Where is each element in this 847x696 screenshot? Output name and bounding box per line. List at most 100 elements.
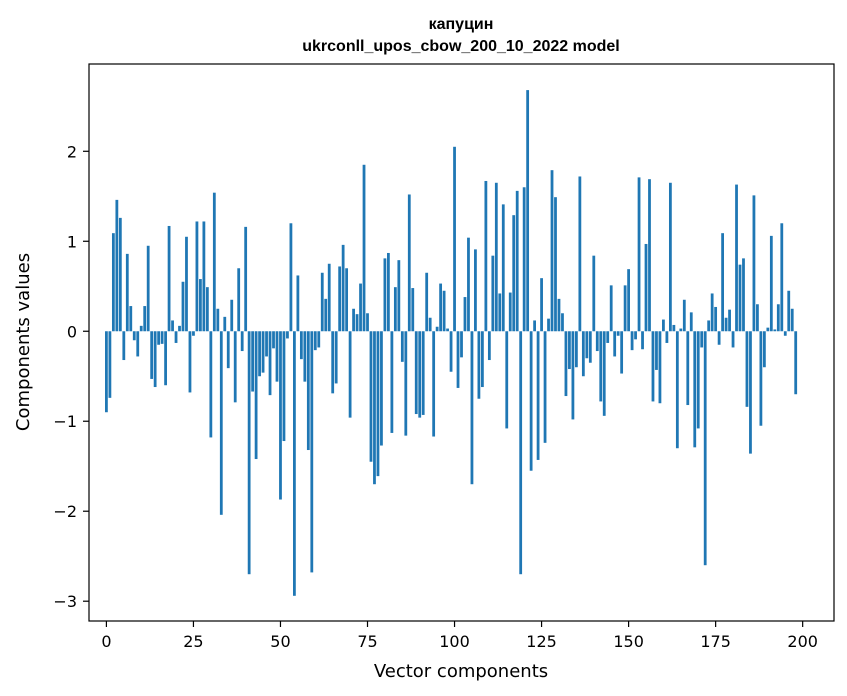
bar-24 [188,331,192,393]
bar-series [105,90,798,596]
bar-196 [787,290,791,332]
bar-78 [376,331,380,477]
bar-173 [707,320,711,332]
bar-125 [540,278,543,332]
bar-167 [686,331,690,406]
bar-16 [160,331,164,344]
bar-36 [230,299,234,332]
bar-194 [780,223,784,332]
bar-128 [550,170,554,332]
x-tick-label: 200 [787,632,818,651]
bar-120 [522,187,526,332]
bar-152 [634,331,637,340]
bar-105 [470,331,474,485]
bar-104 [467,237,470,332]
bar-54 [293,331,296,596]
bar-37 [233,331,237,403]
bar-20 [174,331,178,343]
bar-29 [205,287,209,332]
bar-144 [606,331,610,343]
bar-150 [627,269,630,332]
bar-160 [662,319,665,332]
bar-77 [373,331,376,485]
bar-39 [240,331,244,352]
bar-189 [762,331,766,368]
bar-111 [491,255,495,332]
bar-109 [484,180,488,332]
bar-130 [557,298,561,332]
bar-190 [766,327,770,332]
x-tick-label: 125 [526,632,557,651]
bar-85 [400,331,404,362]
bar-100 [453,146,456,332]
bar-158 [655,331,658,370]
bar-165 [679,328,683,332]
bar-55 [296,275,300,332]
plot-frame [88,63,835,622]
bar-127 [547,318,550,332]
bar-68 [341,244,345,332]
bar-146 [613,331,617,357]
bar-9 [136,331,140,357]
bar-1 [108,331,112,398]
bar-80 [383,258,387,332]
y-tick-label: 0 [67,322,77,341]
bar-136 [578,176,582,332]
bar-62 [320,272,324,332]
bar-22 [181,281,185,332]
bar-59 [310,331,314,573]
bar-198 [794,331,798,395]
bar-53 [289,223,293,332]
bar-97 [442,290,446,332]
bar-45 [261,331,265,373]
bar-151 [630,331,634,351]
bar-38 [237,268,241,332]
bar-132 [564,331,568,397]
bar-147 [616,331,620,336]
bar-148 [620,331,624,374]
bar-113 [498,293,502,332]
bar-138 [585,331,589,359]
x-tick-label: 175 [700,632,731,651]
bar-108 [481,331,484,388]
bar-15 [157,331,161,345]
bar-51 [282,331,286,442]
bar-57 [303,331,307,382]
chart-title-line-2: ukrconll_upos_cbow_200_10_2022 model [302,38,619,55]
bar-46 [265,331,268,357]
bar-6 [125,253,129,332]
bar-34 [223,316,227,332]
bar-13 [150,331,154,379]
bar-181 [735,184,738,332]
y-tick-label: 1 [67,232,77,251]
bar-142 [599,331,603,402]
bar-178 [724,317,728,332]
bar-96 [439,283,443,332]
bar-186 [752,195,756,332]
bar-71 [352,308,355,332]
bar-2 [111,233,115,332]
bar-131 [561,313,564,332]
bar-95 [435,326,439,332]
bar-74 [362,164,366,332]
bar-52 [286,331,289,339]
bar-188 [759,331,763,426]
bar-86 [404,331,408,436]
bar-103 [463,297,467,332]
bar-141 [595,331,599,352]
bar-193 [776,304,780,332]
bar-121 [526,90,530,332]
bar-187 [756,304,759,332]
x-tick-label: 50 [270,632,290,651]
bar-5 [122,331,126,361]
bar-88 [411,288,415,332]
bar-89 [414,331,418,415]
bar-176 [717,331,721,345]
bar-133 [568,331,571,370]
y-tick-label: −3 [53,592,77,611]
bar-31 [212,192,216,332]
bar-43 [254,331,258,460]
bar-84 [397,260,401,332]
bar-44 [258,331,261,377]
bar-56 [299,331,303,360]
